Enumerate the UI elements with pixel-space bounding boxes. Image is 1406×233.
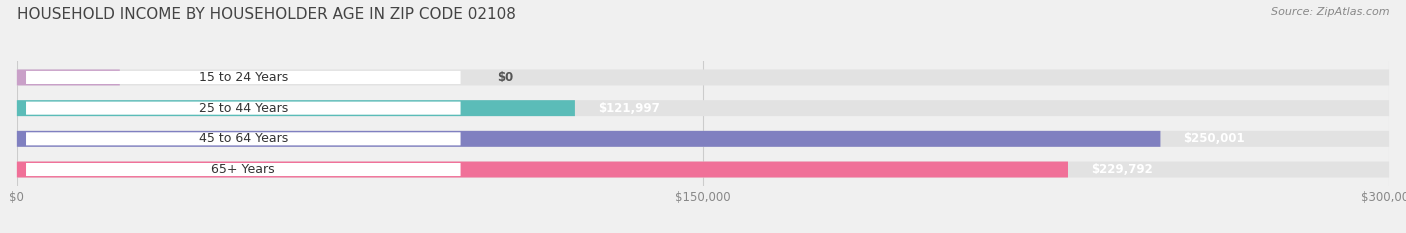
PathPatch shape (27, 132, 461, 145)
Text: Source: ZipAtlas.com: Source: ZipAtlas.com (1271, 7, 1389, 17)
PathPatch shape (17, 161, 1069, 178)
PathPatch shape (17, 69, 120, 86)
Text: HOUSEHOLD INCOME BY HOUSEHOLDER AGE IN ZIP CODE 02108: HOUSEHOLD INCOME BY HOUSEHOLDER AGE IN Z… (17, 7, 516, 22)
PathPatch shape (17, 131, 1160, 147)
PathPatch shape (17, 100, 575, 116)
Text: $229,792: $229,792 (1091, 163, 1153, 176)
PathPatch shape (27, 102, 461, 115)
Text: 25 to 44 Years: 25 to 44 Years (198, 102, 288, 115)
PathPatch shape (17, 131, 1389, 147)
Text: 15 to 24 Years: 15 to 24 Years (198, 71, 288, 84)
Text: $0: $0 (498, 71, 513, 84)
PathPatch shape (17, 161, 1389, 178)
PathPatch shape (17, 69, 1389, 86)
Text: $121,997: $121,997 (598, 102, 659, 115)
Text: $250,001: $250,001 (1184, 132, 1244, 145)
PathPatch shape (17, 100, 1389, 116)
PathPatch shape (27, 71, 461, 84)
Text: 65+ Years: 65+ Years (211, 163, 276, 176)
Text: 45 to 64 Years: 45 to 64 Years (198, 132, 288, 145)
PathPatch shape (27, 163, 461, 176)
